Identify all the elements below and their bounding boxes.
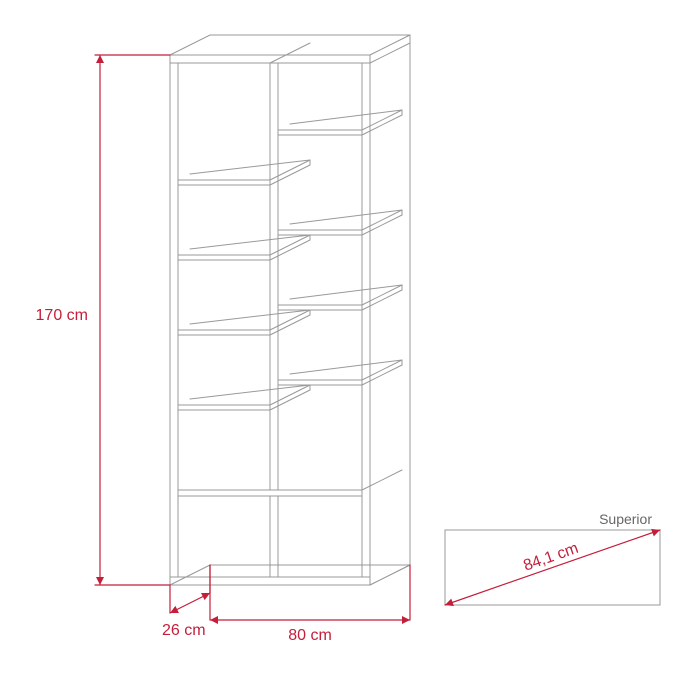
dim-depth: 26 cm bbox=[162, 622, 206, 639]
bookshelf-wireframe bbox=[170, 35, 410, 585]
dimension-lines: 170 cm 26 cm 80 cm bbox=[36, 55, 410, 644]
superior-label: Superior bbox=[599, 511, 652, 527]
dim-width: 80 cm bbox=[288, 627, 332, 644]
dim-height: 170 cm bbox=[36, 307, 88, 324]
